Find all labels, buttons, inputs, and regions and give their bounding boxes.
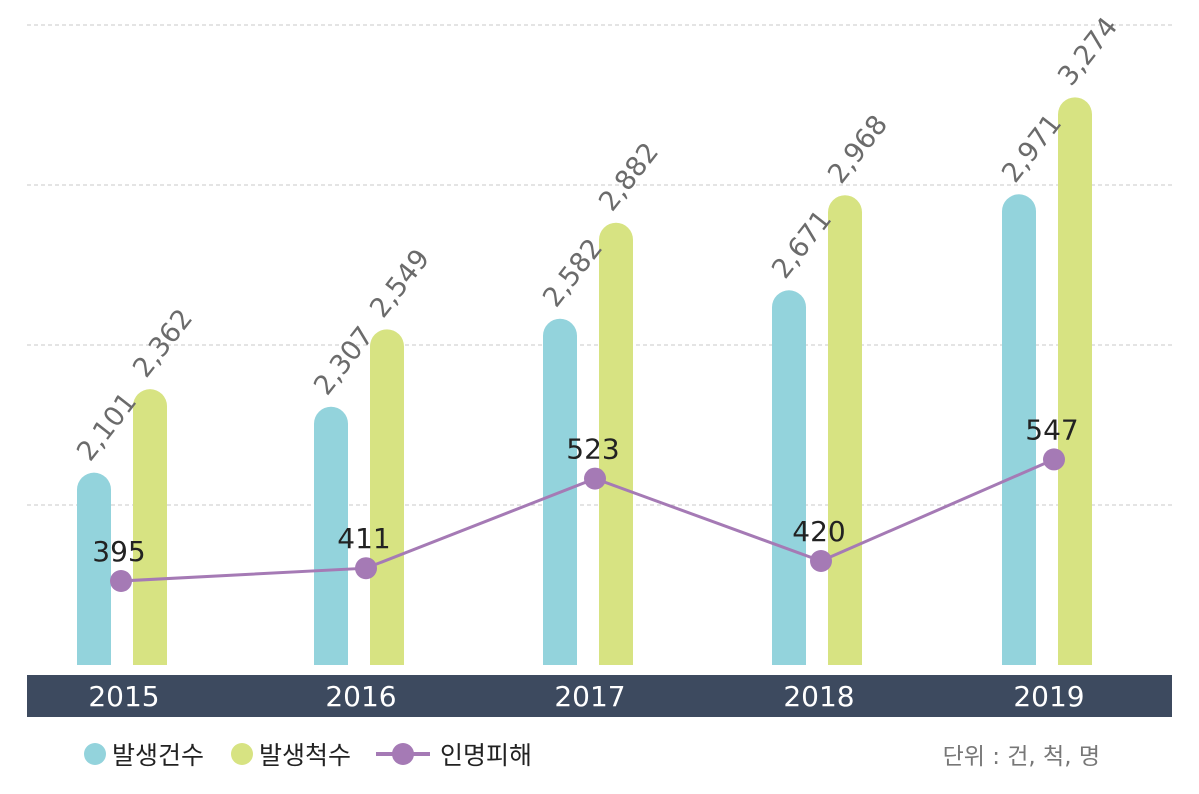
casualties-value-label: 420	[792, 515, 845, 548]
x-axis-band	[27, 675, 1172, 717]
legend-swatch-casualties-marker	[392, 743, 414, 765]
bars	[77, 97, 1092, 666]
legend-label-cases: 발생건수	[112, 741, 204, 770]
casualties-value-label: 411	[337, 522, 390, 555]
casualties-value-label: 523	[566, 433, 619, 466]
casualties-marker-2016	[355, 557, 377, 580]
bar-value-label: 2,362	[127, 303, 199, 383]
bar-vessels-2018	[828, 195, 862, 666]
bar-vessels-2016	[370, 329, 404, 665]
legend: 발생건수 발생척수 인명피해 단위 : 건, 척, 명	[84, 741, 1100, 770]
unit-note: 단위 : 건, 척, 명	[943, 744, 1100, 770]
bar-vessels-2017	[599, 222, 633, 665]
bar-value-label: 2,582	[537, 233, 609, 313]
casualties-marker-2017	[584, 467, 606, 490]
casualties-value-label: 395	[92, 535, 145, 568]
x-tick-label: 2018	[783, 680, 854, 713]
bar-cases-2018	[772, 290, 806, 665]
gridlines	[27, 24, 1172, 506]
bar-vessels-2015	[133, 389, 167, 665]
bar-value-labels: 2,101 2,307 2,582 2,671 2,971 2,362 2,549 2,882…	[71, 12, 1124, 467]
casualties-marker-2018	[810, 550, 832, 572]
bar-value-label: 2,882	[593, 137, 665, 217]
bar-value-label: 2,307	[308, 321, 380, 401]
bar-value-label: 2,549	[364, 244, 436, 324]
bar-value-label: 2,671	[766, 205, 838, 285]
bar-cases-2016	[314, 406, 348, 665]
x-tick-label: 2019	[1013, 680, 1084, 713]
x-tick-label: 2015	[88, 680, 159, 713]
bar-vessels-2019	[1058, 97, 1092, 665]
bar-cases-2015	[77, 472, 111, 665]
bar-value-label: 3,274	[1052, 12, 1124, 92]
bar-cases-2019	[1002, 194, 1036, 665]
x-tick-label: 2016	[325, 680, 396, 713]
legend-swatch-cases	[84, 743, 106, 765]
x-tick-label: 2017	[554, 680, 625, 713]
bar-value-label: 2,101	[71, 387, 143, 467]
casualties-marker-2019	[1043, 448, 1065, 471]
legend-swatch-vessels	[231, 743, 253, 765]
x-axis-ticks: 2015 2016 2017 2018 2019	[88, 680, 1084, 713]
legend-label-vessels: 발생척수	[259, 741, 351, 770]
bar-value-label: 2,968	[822, 110, 894, 190]
line-series: 395 411 523 420 547	[92, 413, 1079, 592]
legend-label-casualties: 인명피해	[440, 741, 532, 770]
bar-value-label: 2,971	[996, 109, 1068, 189]
casualties-value-label: 547	[1025, 413, 1078, 446]
casualties-marker-2015	[110, 570, 132, 592]
